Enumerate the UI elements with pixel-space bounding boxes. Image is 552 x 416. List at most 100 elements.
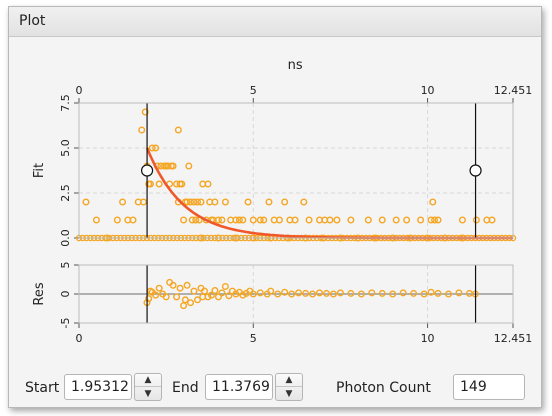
fit-data-point [291, 216, 299, 224]
residual-data-point [211, 287, 219, 295]
residual-data-point [368, 289, 376, 297]
fit-data-point [138, 126, 146, 134]
fit-data-point [214, 216, 222, 224]
fit-data-point [221, 198, 229, 206]
top-x-tick-label: 10 [421, 84, 435, 97]
residual-data-point [207, 291, 215, 299]
start-label: Start [25, 380, 60, 396]
fit-data-point [347, 216, 355, 224]
residual-data-point [316, 289, 324, 297]
end-field[interactable]: 11.3769 [205, 374, 273, 400]
fit-data-point [434, 216, 442, 224]
start-spinner[interactable]: ▲ ▼ [134, 373, 162, 401]
residual-data-point [173, 293, 181, 301]
residual-plot-border [78, 264, 514, 324]
start-field[interactable]: 1.95312 [64, 374, 132, 400]
residual-data-point [169, 281, 177, 289]
residual-data-point [455, 289, 463, 297]
start-increment-button[interactable]: ▲ [135, 374, 161, 387]
residual-data-point [434, 289, 442, 297]
top-x-tick-label: 5 [250, 84, 257, 97]
res-y-axis-title: Res [32, 282, 47, 305]
residual-data-point [410, 289, 418, 297]
fit-data-point [378, 216, 386, 224]
residual-data-point [190, 287, 198, 295]
fit-data-point [188, 216, 196, 224]
fit-data-point [183, 198, 191, 206]
start-decrement-button[interactable]: ▼ [135, 387, 161, 400]
x-axis-title: ns [288, 58, 303, 73]
residual-data-point [357, 290, 365, 298]
fit-data-point [192, 216, 200, 224]
residual-data-point [336, 289, 344, 297]
residual-data-point [295, 289, 303, 297]
residual-data-point [181, 296, 189, 304]
chart-area: 0 5 10 12.451 0 5 10 12.451 ns 0.0 2.5 5.0 7.5 -5 0 5 Fi… [9, 37, 541, 365]
fit-data-point [218, 216, 226, 224]
start-cursor-handle[interactable] [140, 164, 154, 177]
fit-data-point [180, 216, 188, 224]
fit-data-point [260, 216, 268, 224]
fit-data-point [190, 198, 198, 206]
fit-data-point [185, 162, 193, 170]
residual-data-point [232, 290, 240, 298]
fit-plot-border [78, 102, 514, 239]
fit-y-tick-label: 5.0 [59, 139, 72, 157]
residual-data-point [200, 287, 208, 295]
residual-data-point [420, 290, 428, 298]
residual-data-point [218, 289, 226, 297]
residual-data-point [214, 293, 222, 301]
residual-data-point [378, 289, 386, 297]
fit-data-point [119, 198, 127, 206]
fit-data-point [281, 198, 289, 206]
end-decrement-button[interactable]: ▼ [276, 387, 302, 400]
chevron-up-icon: ▲ [285, 375, 293, 385]
plot-canvas[interactable]: 0 5 10 12.451 0 5 10 12.451 ns 0.0 2.5 5.0 7.5 -5 0 5 Fi… [9, 37, 541, 365]
residual-data-point [389, 290, 397, 298]
fit-data-point [488, 216, 496, 224]
fit-data-point [305, 216, 313, 224]
fit-data-point [148, 144, 156, 152]
residual-data-point [256, 289, 264, 297]
bottom-x-tick-label: 5 [250, 332, 257, 345]
bottom-x-tick-label: 12.451 [494, 332, 533, 345]
fit-data-point [244, 198, 252, 206]
fit-data-point [169, 162, 177, 170]
fit-data-point [129, 216, 137, 224]
photon-count-field[interactable]: 149 [453, 374, 525, 400]
fit-data-point [275, 216, 283, 224]
fit-data-point [141, 108, 149, 116]
fit-data-point [113, 216, 121, 224]
end-label: End [172, 380, 199, 396]
fit-data-point [392, 216, 400, 224]
bottom-x-tick-label: 10 [421, 332, 435, 345]
residual-data-point [145, 295, 153, 303]
fit-data-point [178, 180, 186, 188]
fit-y-tick-label: 2.5 [59, 184, 72, 202]
fit-data-point [82, 198, 90, 206]
res-y-tick-label: 0 [59, 291, 72, 298]
photon-count-label: Photon Count [336, 380, 431, 396]
end-increment-button[interactable]: ▲ [276, 374, 302, 387]
residual-data-point [187, 299, 195, 307]
fit-data-point [265, 198, 273, 206]
fit-y-tick-label: 7.5 [59, 94, 72, 112]
fit-data-point [232, 216, 240, 224]
residual-data-point [427, 288, 435, 296]
end-cursor-handle[interactable] [469, 164, 482, 177]
residual-data-point [204, 293, 212, 301]
fit-data-point [300, 198, 308, 206]
residual-data-point [347, 289, 355, 297]
fit-data-point [249, 216, 257, 224]
residual-data-point [267, 287, 275, 295]
residual-data-point [155, 284, 163, 292]
fit-data-point [427, 216, 435, 224]
fit-data-point [326, 216, 334, 224]
residual-data-point [322, 289, 330, 297]
end-spinner[interactable]: ▲ ▼ [275, 373, 303, 401]
residual-data-point [221, 282, 229, 290]
residual-data-point [225, 292, 233, 300]
residual-data-point [329, 290, 337, 298]
fit-data-point [431, 216, 439, 224]
top-x-tick-label: 0 [76, 84, 83, 97]
